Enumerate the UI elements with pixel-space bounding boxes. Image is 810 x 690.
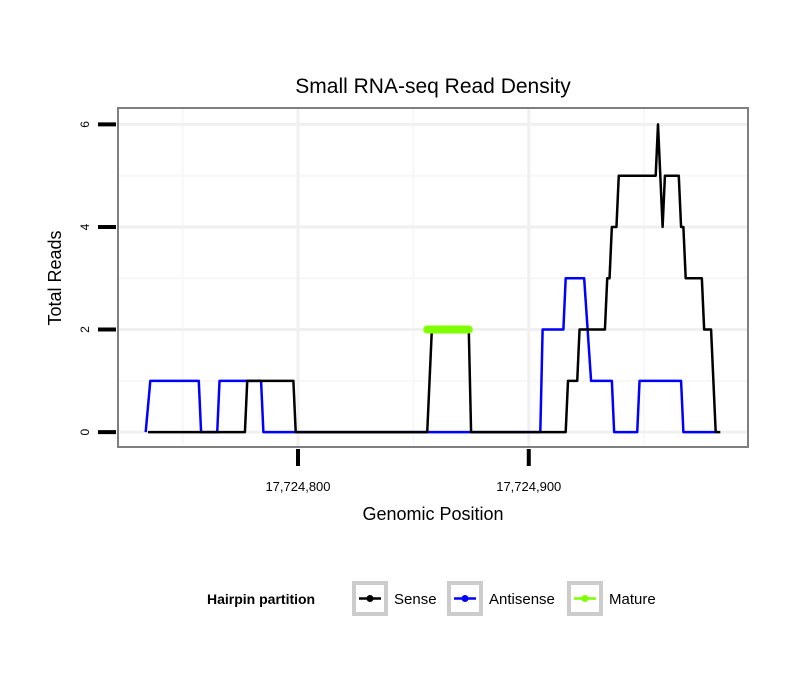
plot-panel-border	[117, 107, 749, 448]
legend-label-sense: Sense	[394, 591, 437, 608]
x-axis-label: Genomic Position	[362, 504, 503, 524]
chart-title: Small RNA-seq Read Density	[295, 75, 571, 98]
series-line-sense	[148, 123, 721, 434]
legend-title: Hairpin partition	[207, 591, 315, 607]
grid	[118, 108, 748, 447]
y-tick-label: 0	[78, 428, 92, 435]
legend-label-antisense: Antisense	[489, 591, 555, 608]
legend-point-sense	[366, 595, 374, 602]
series-lines	[144, 123, 721, 434]
legend: Hairpin partition Sense Antisense Mature	[207, 581, 656, 616]
x-tick-label: 17,724,800	[265, 479, 330, 494]
y-tick-label: 4	[78, 223, 92, 230]
x-tick-label: 17,724,900	[496, 479, 561, 494]
y-axis-label: Total Reads	[45, 230, 65, 325]
legend-label-mature: Mature	[609, 591, 656, 608]
y-tick-label: 2	[78, 326, 92, 333]
legend-point-mature	[581, 595, 589, 602]
y-tick-label: 6	[78, 121, 92, 128]
axes: 0 2 4 6 17,724,800 17,724,900	[78, 121, 561, 494]
legend-point-antisense	[461, 595, 469, 602]
